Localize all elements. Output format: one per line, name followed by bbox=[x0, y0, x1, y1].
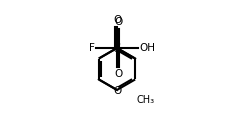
Text: O: O bbox=[113, 15, 121, 25]
Text: F: F bbox=[89, 43, 95, 53]
Text: S: S bbox=[113, 42, 121, 55]
Text: O: O bbox=[114, 17, 122, 27]
Text: O: O bbox=[114, 69, 122, 79]
Text: CH₃: CH₃ bbox=[136, 95, 155, 105]
Text: OH: OH bbox=[139, 43, 155, 53]
Text: O: O bbox=[113, 86, 121, 96]
